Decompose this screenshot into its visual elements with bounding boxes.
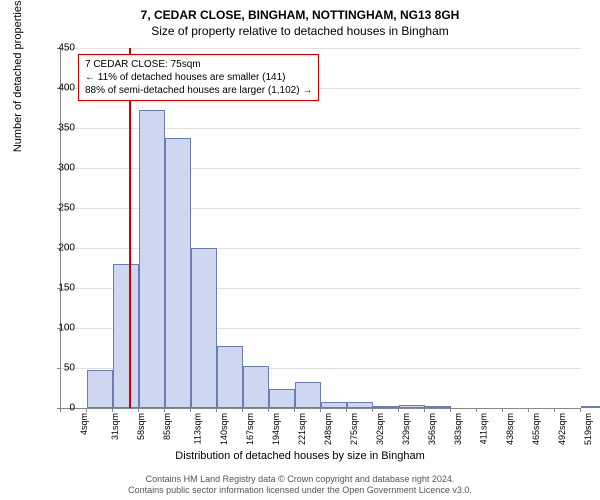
x-tick-label: 221sqm	[297, 413, 307, 445]
x-tick-label: 438sqm	[505, 413, 515, 445]
x-tick-mark	[450, 408, 451, 412]
annotation-line-2: ← 11% of detached houses are smaller (14…	[85, 71, 312, 84]
x-tick-label: 302sqm	[375, 413, 385, 445]
chart-title-main: 7, CEDAR CLOSE, BINGHAM, NOTTINGHAM, NG1…	[0, 0, 600, 22]
y-tick-label: 50	[45, 363, 75, 374]
y-tick-label: 250	[45, 203, 75, 214]
histogram-bar	[87, 370, 113, 408]
footer-line-1: Contains HM Land Registry data © Crown c…	[0, 474, 600, 485]
x-tick-label: 383sqm	[453, 413, 463, 445]
histogram-bar	[191, 248, 217, 408]
y-tick-label: 300	[45, 163, 75, 174]
footer-attribution: Contains HM Land Registry data © Crown c…	[0, 474, 600, 496]
x-tick-mark	[476, 408, 477, 412]
x-tick-label: 356sqm	[427, 413, 437, 445]
x-tick-label: 411sqm	[478, 413, 488, 444]
x-tick-mark	[320, 408, 321, 412]
histogram-bar	[425, 406, 451, 408]
x-tick-mark	[346, 408, 347, 412]
x-tick-label: 492sqm	[557, 413, 567, 445]
x-tick-label: 58sqm	[136, 413, 146, 440]
y-tick-label: 450	[45, 43, 75, 54]
histogram-bar	[321, 402, 347, 408]
x-tick-label: 140sqm	[219, 413, 229, 445]
y-tick-label: 150	[45, 283, 75, 294]
x-tick-mark	[294, 408, 295, 412]
x-tick-label: 329sqm	[401, 413, 411, 445]
x-tick-mark	[398, 408, 399, 412]
x-tick-mark	[372, 408, 373, 412]
x-tick-mark	[164, 408, 165, 412]
x-tick-label: 275sqm	[349, 413, 359, 445]
x-tick-mark	[60, 408, 61, 412]
x-tick-mark	[86, 408, 87, 412]
x-tick-mark	[502, 408, 503, 412]
x-tick-label: 167sqm	[245, 413, 255, 445]
x-tick-label: 519sqm	[583, 413, 593, 445]
x-tick-label: 248sqm	[323, 413, 333, 445]
histogram-bar	[113, 264, 139, 408]
annotation-box: 7 CEDAR CLOSE: 75sqm ← 11% of detached h…	[78, 54, 319, 101]
x-tick-label: 85sqm	[162, 413, 172, 440]
y-axis-label: Number of detached properties	[12, 1, 24, 153]
x-tick-mark	[580, 408, 581, 412]
histogram-bar	[139, 110, 165, 408]
x-tick-label: 194sqm	[271, 413, 281, 445]
histogram-bar	[373, 406, 399, 408]
x-tick-label: 31sqm	[110, 413, 120, 440]
histogram-bar	[347, 402, 373, 408]
grid-line	[61, 48, 581, 49]
y-tick-label: 400	[45, 83, 75, 94]
histogram-bar	[269, 389, 295, 408]
histogram-bar	[399, 405, 425, 408]
x-tick-mark	[242, 408, 243, 412]
x-tick-mark	[268, 408, 269, 412]
x-tick-mark	[138, 408, 139, 412]
histogram-bar	[217, 346, 243, 408]
histogram-bar	[581, 406, 600, 408]
histogram-bar	[295, 382, 321, 408]
y-tick-label: 350	[45, 123, 75, 134]
annotation-line-1: 7 CEDAR CLOSE: 75sqm	[85, 58, 312, 71]
x-tick-label: 113sqm	[192, 413, 202, 444]
y-tick-label: 200	[45, 243, 75, 254]
x-tick-mark	[424, 408, 425, 412]
x-tick-mark	[112, 408, 113, 412]
x-tick-label: 465sqm	[531, 413, 541, 445]
x-tick-mark	[528, 408, 529, 412]
x-tick-label: 4sqm	[79, 413, 89, 435]
footer-line-2: Contains public sector information licen…	[0, 485, 600, 496]
x-axis-label: Distribution of detached houses by size …	[0, 450, 600, 462]
histogram-bar	[243, 366, 269, 408]
y-tick-label: 100	[45, 323, 75, 334]
x-tick-mark	[190, 408, 191, 412]
annotation-line-3: 88% of semi-detached houses are larger (…	[85, 84, 312, 97]
x-tick-mark	[216, 408, 217, 412]
reference-line	[129, 48, 131, 408]
chart-title-sub: Size of property relative to detached ho…	[0, 22, 600, 38]
x-tick-mark	[554, 408, 555, 412]
histogram-bar	[165, 138, 191, 408]
plot-area	[60, 48, 581, 409]
